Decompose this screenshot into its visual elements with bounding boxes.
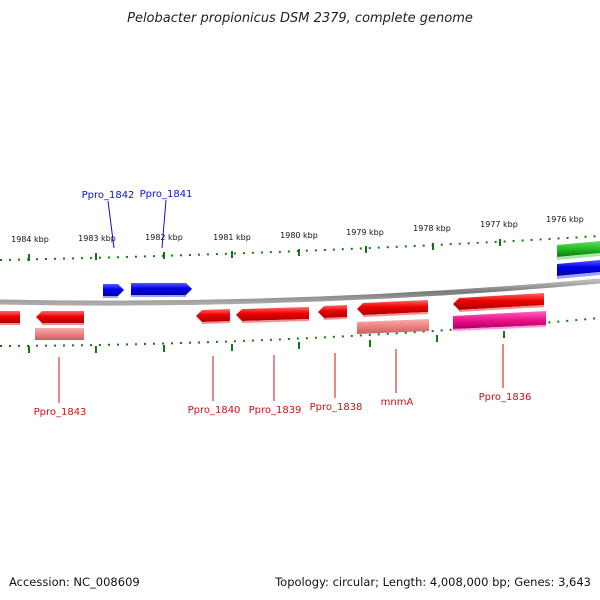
gene-ppro-1842[interactable] xyxy=(103,284,124,298)
scale-label: 1977 kbp xyxy=(480,220,518,229)
gene-label-ppro-1842[interactable]: Ppro_1842 xyxy=(82,190,135,201)
gene-ppro-1836[interactable] xyxy=(453,293,546,331)
gene-label-ppro-1841[interactable]: Ppro_1841 xyxy=(140,189,193,200)
scale-label: 1982 kbp xyxy=(145,233,183,242)
genome-backbone xyxy=(0,278,600,306)
scale-label: 1983 kbp xyxy=(78,234,116,243)
forward-label-connectors xyxy=(107,199,167,249)
reverse-major-ticks xyxy=(28,331,505,353)
gene-label-ppro-1840[interactable]: Ppro_1840 xyxy=(188,405,241,416)
gene-label-ppro-1836[interactable]: Ppro_1836 xyxy=(479,392,532,403)
genome-title: Pelobacter propionicus DSM 2379, complet… xyxy=(127,11,473,26)
scale-label: 1980 kbp xyxy=(280,231,318,240)
gene-ppro-1843[interactable] xyxy=(35,311,84,340)
scale-label: 1978 kbp xyxy=(413,224,451,233)
gene-left-edge[interactable] xyxy=(0,311,20,325)
scale-labels: 1984 kbp 1983 kbp 1982 kbp 1981 kbp 1980… xyxy=(11,215,584,244)
gene-label-ppro-1838[interactable]: Ppro_1838 xyxy=(310,402,363,413)
gene-mnmA[interactable] xyxy=(357,300,429,334)
scale-label: 1981 kbp xyxy=(213,233,251,242)
forward-major-ticks xyxy=(28,239,501,261)
genome-summary-text: Topology: circular; Length: 4,008,000 bp… xyxy=(274,575,591,589)
gene-label-mnmA[interactable]: mnmA xyxy=(381,397,414,408)
scale-label: 1976 kbp xyxy=(546,215,584,224)
gene-ppro-1839[interactable] xyxy=(236,307,309,323)
gene-green-edge[interactable] xyxy=(557,241,600,260)
accession-text: Accession: NC_008609 xyxy=(9,575,140,589)
gene-ppro-1838[interactable] xyxy=(318,305,347,320)
scale-label: 1979 kbp xyxy=(346,228,384,237)
gene-ppro-1840[interactable] xyxy=(196,309,230,324)
gene-blue-edge[interactable] xyxy=(557,260,600,279)
gene-ppro-1841[interactable] xyxy=(131,283,192,297)
scale-label: 1984 kbp xyxy=(11,235,49,244)
reverse-label-connectors xyxy=(58,344,504,403)
gene-label-ppro-1839[interactable]: Ppro_1839 xyxy=(249,405,302,416)
gene-label-ppro-1843[interactable]: Ppro_1843 xyxy=(34,407,87,418)
